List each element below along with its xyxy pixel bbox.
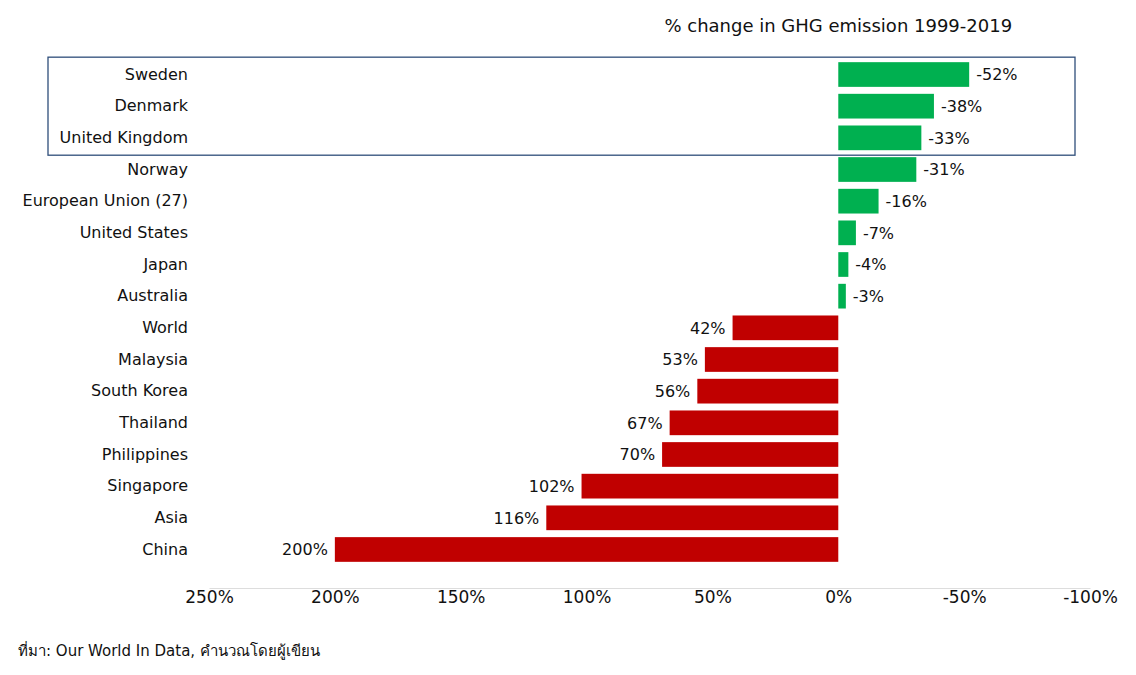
bar (838, 125, 921, 150)
bar (705, 347, 838, 372)
tick-label: 0% (825, 587, 852, 607)
bar (733, 315, 839, 340)
category-label: European Union (27) (23, 191, 188, 210)
tick-label: 100% (563, 587, 612, 607)
value-tick: -100% (1063, 587, 1118, 607)
value-tick: 0% (825, 587, 852, 607)
data-label: 70% (620, 445, 656, 464)
value-axis: 250% 200% 150% 100% 50% 0% -50% -100% (185, 587, 1118, 607)
category-label: United Kingdom (60, 128, 188, 147)
tick-label: -50% (943, 587, 987, 607)
category-label: Philippines (102, 445, 188, 464)
category-label: World (142, 318, 188, 337)
category-tick: European Union (27) (23, 191, 188, 210)
data-label: -38% (941, 97, 982, 116)
data-label: -16% (886, 192, 927, 211)
data-label: -33% (928, 129, 969, 148)
category-label: Sweden (125, 65, 188, 84)
category-tick: Japan (142, 255, 188, 274)
category-tick: Philippines (102, 445, 188, 464)
category-tick: Malaysia (118, 350, 188, 369)
category-tick: Sweden (125, 65, 188, 84)
category-label: Japan (142, 255, 188, 274)
category-tick: South Korea (91, 381, 188, 400)
data-label: 67% (627, 414, 663, 433)
category-label: Australia (117, 286, 188, 305)
source-note: ที่มา: Our World In Data, คำนวณโดยผู้เขี… (18, 640, 320, 660)
bar (662, 442, 838, 467)
tick-label: -100% (1063, 587, 1118, 607)
data-label: 42% (690, 319, 726, 338)
category-label: South Korea (91, 381, 188, 400)
data-label: 200% (282, 540, 328, 559)
value-tick: 100% (563, 587, 612, 607)
tick-label: 250% (185, 587, 234, 607)
chart: % change in GHG emission 1999-2019 -52% -3… (0, 0, 1136, 675)
category-label: Singapore (107, 476, 188, 495)
bar (838, 189, 878, 214)
tick-label: 50% (694, 587, 732, 607)
value-tick: -50% (943, 587, 987, 607)
category-tick: United States (80, 223, 188, 242)
bar (838, 157, 916, 182)
category-tick: Thailand (118, 413, 188, 432)
title: % change in GHG emission 1999-2019 (664, 15, 1012, 36)
bar (670, 410, 839, 435)
category-label: Norway (127, 160, 188, 179)
bar (582, 474, 839, 499)
bar (697, 379, 838, 404)
category-tick: Australia (117, 286, 188, 305)
category-tick: Asia (154, 508, 188, 527)
bars (335, 62, 969, 562)
data-label: -52% (976, 65, 1017, 84)
data-label: -4% (855, 255, 886, 274)
bar (838, 252, 848, 277)
tick-label: 200% (311, 587, 360, 607)
data-label: -31% (923, 160, 964, 179)
category-tick: Norway (127, 160, 188, 179)
bar (335, 537, 838, 562)
data-label: -3% (853, 287, 884, 306)
bar (838, 62, 969, 87)
bar (838, 220, 856, 245)
category-label: China (142, 540, 188, 559)
data-label: 102% (529, 477, 575, 496)
category-label: United States (80, 223, 188, 242)
tick-label: 150% (437, 587, 486, 607)
category-label: Thailand (118, 413, 188, 432)
bar (546, 505, 838, 530)
data-label: 56% (655, 382, 691, 401)
data-labels: -52% -38% -33% -31% -16% -7% -4% -3% 42% 53% 56% 67… (282, 65, 1017, 559)
category-tick: Singapore (107, 476, 188, 495)
data-label: -7% (863, 224, 894, 243)
bar (838, 94, 934, 119)
value-tick: 150% (437, 587, 486, 607)
category-axis: Sweden Denmark United Kingdom Norway Europea… (23, 65, 189, 559)
category-tick: United Kingdom (60, 128, 188, 147)
highlight-box (48, 57, 1075, 155)
bar (838, 284, 846, 309)
category-label: Malaysia (118, 350, 188, 369)
data-label: 53% (662, 350, 698, 369)
category-tick: China (142, 540, 188, 559)
category-label: Asia (154, 508, 188, 527)
value-tick: 250% (185, 587, 234, 607)
value-tick: 50% (694, 587, 732, 607)
category-label: Denmark (114, 96, 188, 115)
data-label: 116% (494, 509, 540, 528)
category-tick: World (142, 318, 188, 337)
value-tick: 200% (311, 587, 360, 607)
category-tick: Denmark (114, 96, 188, 115)
